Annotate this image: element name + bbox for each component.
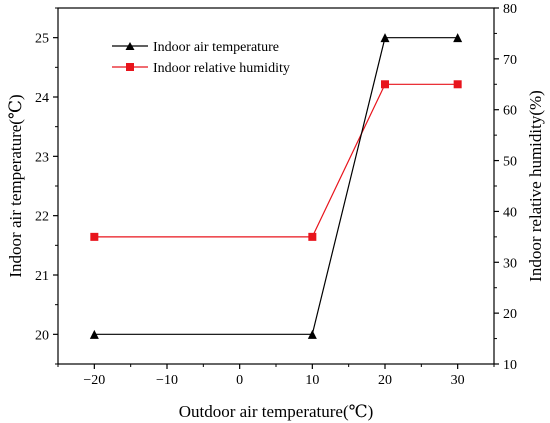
legend-item-indoor-relative-humidity: Indoor relative humidity — [112, 61, 290, 76]
y-axis-left-ticks: 20 21 22 23 24 25 — [35, 7, 58, 365]
x-tick-label: 30 — [451, 373, 465, 388]
y-right-tick-label: 20 — [503, 307, 517, 322]
y-right-tick-label: 80 — [503, 2, 517, 17]
y-right-tick-label: 50 — [503, 155, 517, 170]
y-left-tick-label: 23 — [35, 150, 49, 165]
x-axis-ticks: −20 −10 0 10 20 30 — [57, 364, 495, 388]
y-right-tick-label: 70 — [503, 53, 517, 68]
y-left-tick-label: 21 — [35, 269, 49, 284]
x-tick-label: −20 — [83, 373, 105, 388]
y-left-tick-label: 25 — [35, 32, 49, 47]
data-point-indoor-relative-humidity — [308, 232, 317, 241]
data-point-indoor-air-temperature — [453, 33, 463, 43]
x-tick-label: −10 — [156, 373, 178, 388]
data-point-indoor-air-temperature — [307, 329, 317, 339]
data-point-indoor-air-temperature — [380, 33, 390, 43]
legend-label-indoor-relative-humidity: Indoor relative humidity — [153, 61, 290, 76]
y-left-tick-label: 24 — [35, 91, 49, 106]
x-axis-title: Outdoor air temperature(℃) — [179, 402, 374, 421]
data-point-indoor-relative-humidity — [453, 80, 462, 89]
y-axis-left-title: Indoor air temperature(℃) — [6, 94, 25, 277]
x-tick-label: 10 — [305, 373, 319, 388]
y-right-tick-label: 40 — [503, 205, 517, 220]
x-tick-label: 0 — [236, 373, 243, 388]
series-line-indoor-relative-humidity — [94, 83, 458, 238]
y-axis-right-title: Indoor relative humidity(%) — [526, 90, 545, 282]
legend: Indoor air temperature Indoor relative h… — [112, 40, 290, 76]
y-left-tick-label: 22 — [35, 210, 49, 225]
y-axis-right-ticks: 10 20 30 40 50 60 70 80 — [494, 2, 517, 373]
data-point-indoor-air-temperature — [89, 329, 99, 339]
y-right-tick-label: 30 — [503, 256, 517, 271]
data-point-indoor-relative-humidity — [381, 80, 389, 89]
legend-item-indoor-air-temperature: Indoor air temperature — [112, 40, 279, 55]
series-layer — [89, 33, 463, 339]
legend-label-indoor-air-temperature: Indoor air temperature — [153, 40, 279, 55]
y-right-tick-label: 60 — [503, 104, 517, 119]
y-left-tick-label: 20 — [35, 328, 49, 343]
y-right-tick-label: 10 — [503, 358, 517, 373]
x-tick-label: 20 — [378, 373, 392, 388]
series-line-indoor-air-temperature — [94, 37, 458, 335]
data-point-indoor-relative-humidity — [90, 232, 99, 241]
